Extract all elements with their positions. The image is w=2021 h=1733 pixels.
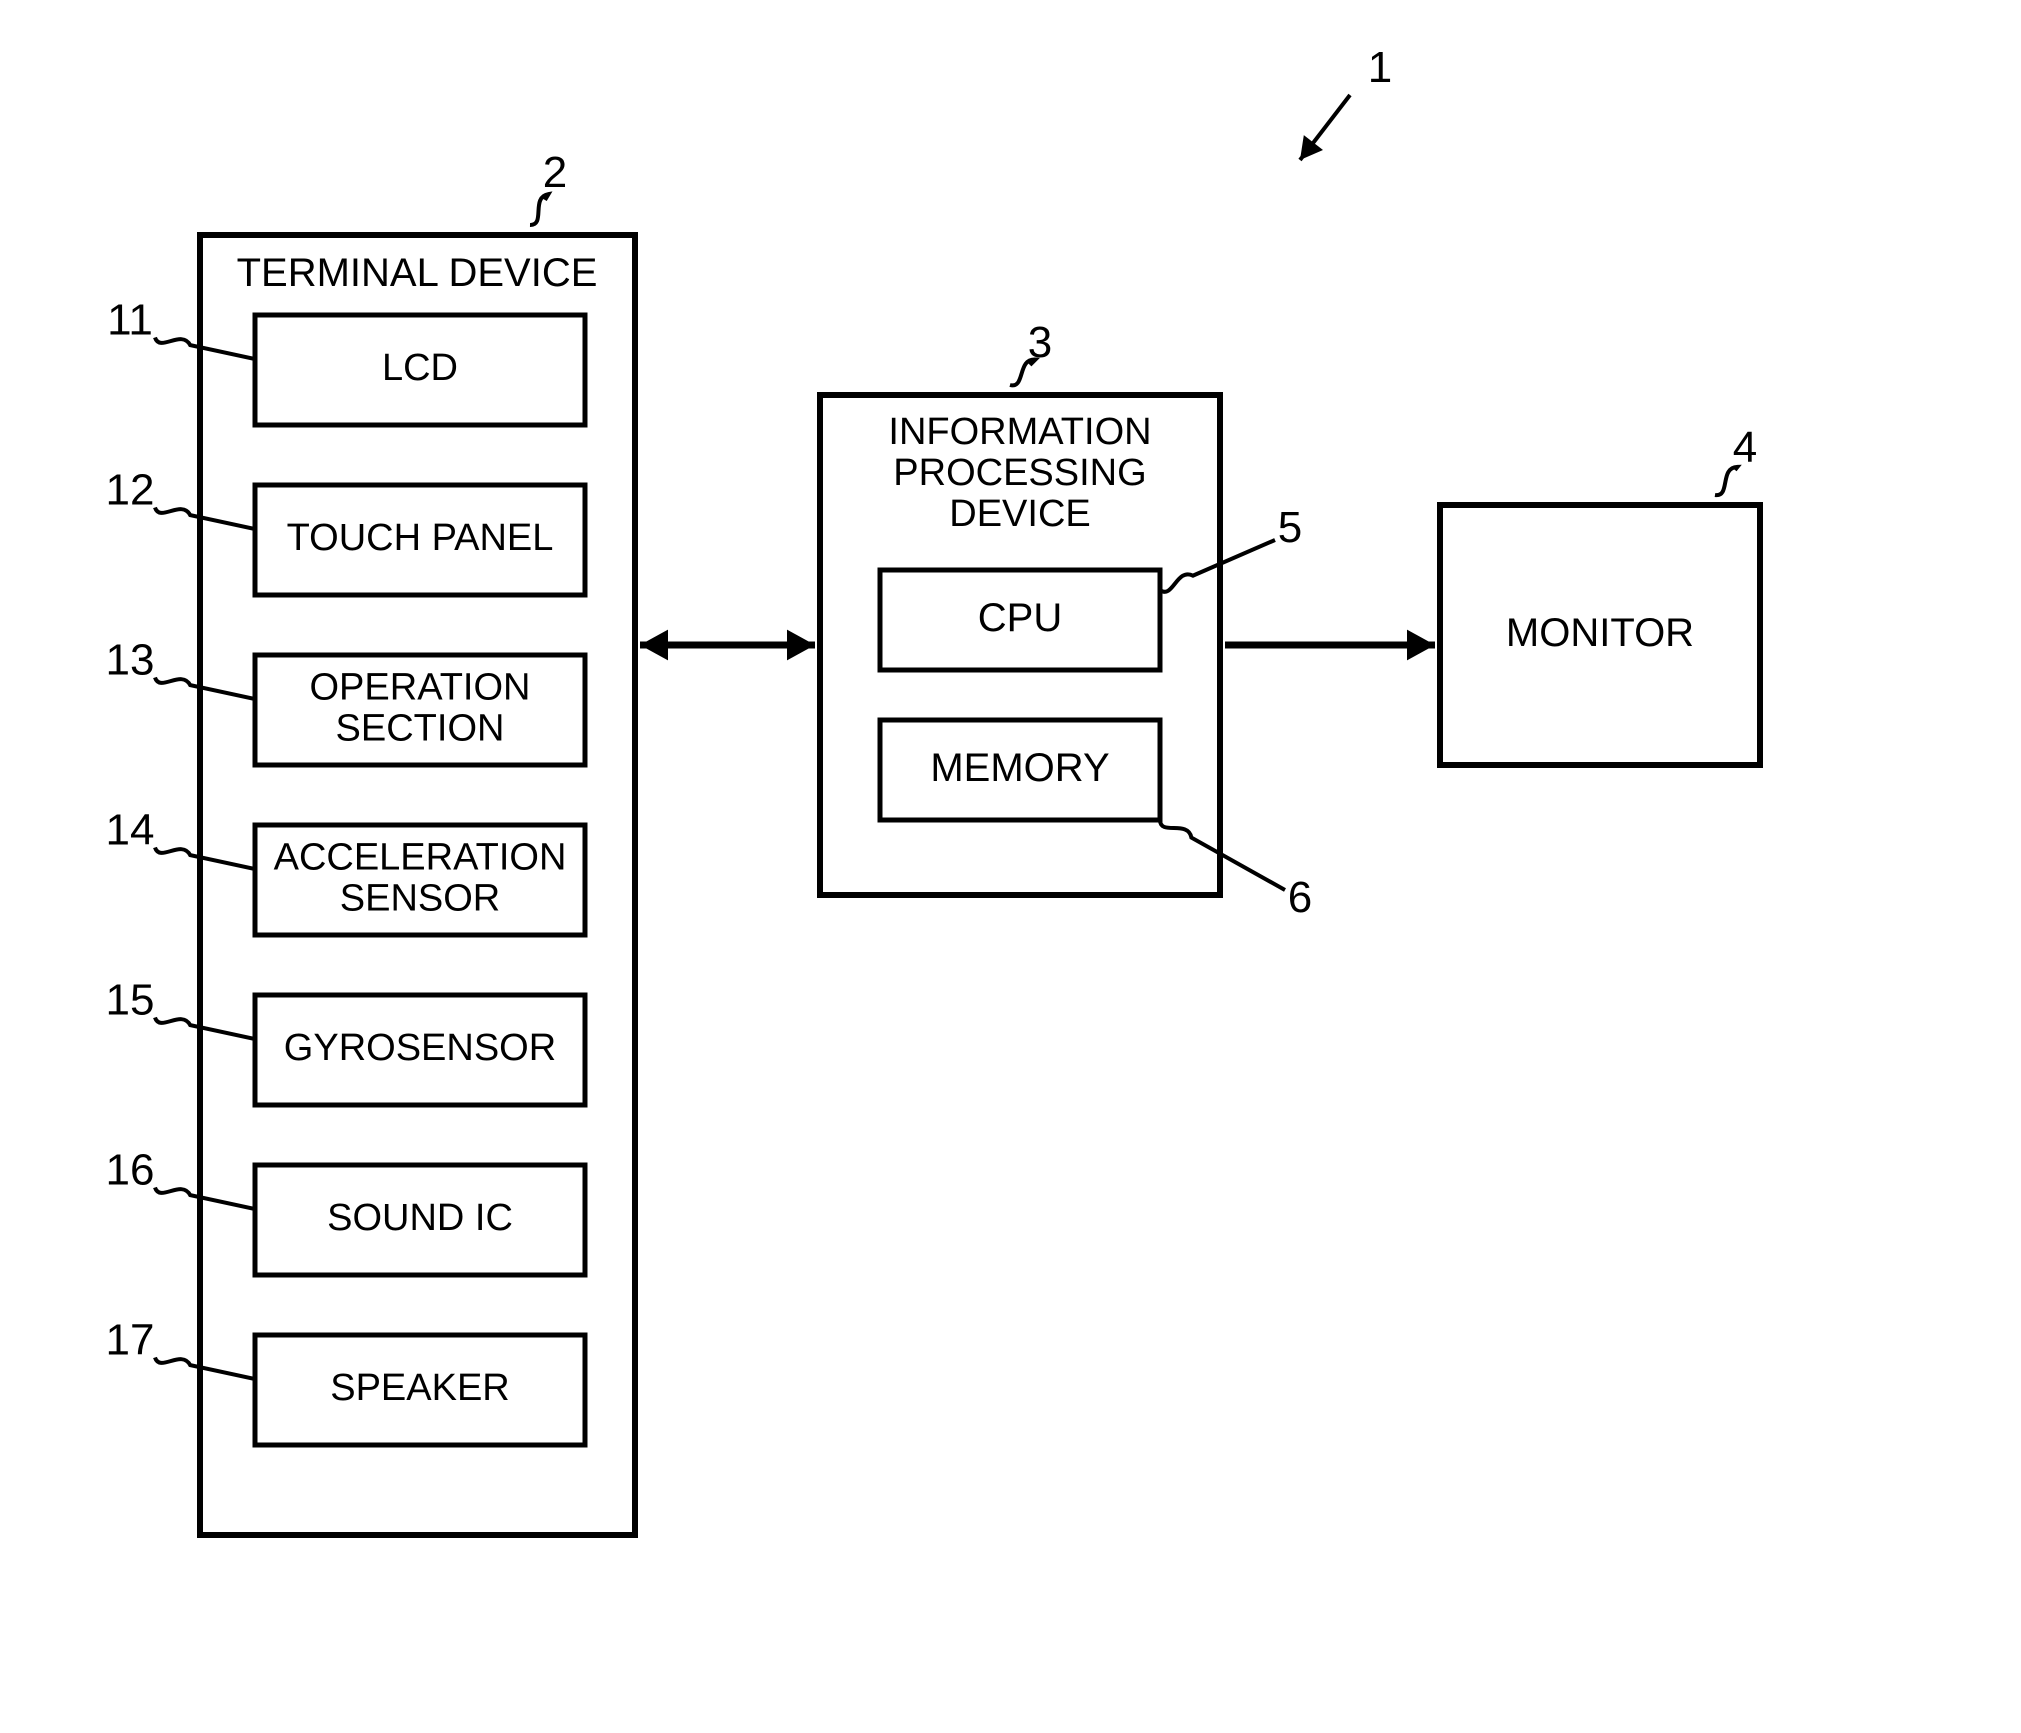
- arrowhead: [1300, 135, 1323, 160]
- system-ref-num: 1: [1368, 43, 1392, 92]
- terminal-item-label-4: GYROSENSOR: [284, 1027, 556, 1069]
- terminal-item-lead-0: [155, 338, 255, 360]
- monitor-ref-num: 4: [1733, 423, 1757, 472]
- arrowhead: [1407, 630, 1435, 661]
- processing-item-num-0: 5: [1278, 503, 1302, 552]
- processing-device-title: INFORMATIONPROCESSINGDEVICE: [888, 411, 1151, 535]
- terminal-item-label-3: ACCELERATIONSENSOR: [274, 837, 567, 920]
- terminal-item-label-0: LCD: [382, 347, 458, 389]
- processing-item-label-1: MEMORY: [930, 746, 1109, 790]
- terminal-item-num-1: 12: [106, 465, 155, 514]
- terminal-item-num-2: 13: [106, 635, 155, 684]
- terminal-item-lead-1: [155, 508, 255, 530]
- terminal-item-num-4: 15: [106, 975, 155, 1024]
- terminal-item-lead-5: [155, 1188, 255, 1210]
- arrowhead: [787, 630, 815, 661]
- terminal-item-lead-4: [155, 1018, 255, 1040]
- terminal-item-lead-6: [155, 1358, 255, 1380]
- terminal-device-title: TERMINAL DEVICE: [237, 251, 598, 295]
- terminal-item-label-5: SOUND IC: [327, 1197, 513, 1239]
- terminal-item-label-1: TOUCH PANEL: [287, 517, 554, 559]
- terminal-item-num-3: 14: [106, 805, 155, 854]
- terminal-item-lead-3: [155, 848, 255, 870]
- terminal-item-num-0: 11: [107, 295, 153, 344]
- terminal-item-label-6: SPEAKER: [330, 1367, 510, 1409]
- monitor-label: MONITOR: [1506, 611, 1694, 655]
- terminal-item-num-5: 16: [106, 1145, 155, 1194]
- terminal-item-num-6: 17: [106, 1315, 155, 1364]
- processing-item-num-1: 6: [1288, 873, 1312, 922]
- arrowhead: [640, 630, 668, 661]
- processing-item-label-0: CPU: [978, 596, 1062, 640]
- processing-ref-num: 3: [1028, 318, 1052, 367]
- terminal-item-label-2: OPERATIONSECTION: [310, 667, 531, 750]
- terminal-lead: [530, 194, 549, 225]
- terminal-item-lead-2: [155, 678, 255, 700]
- terminal-ref-num: 2: [543, 148, 567, 197]
